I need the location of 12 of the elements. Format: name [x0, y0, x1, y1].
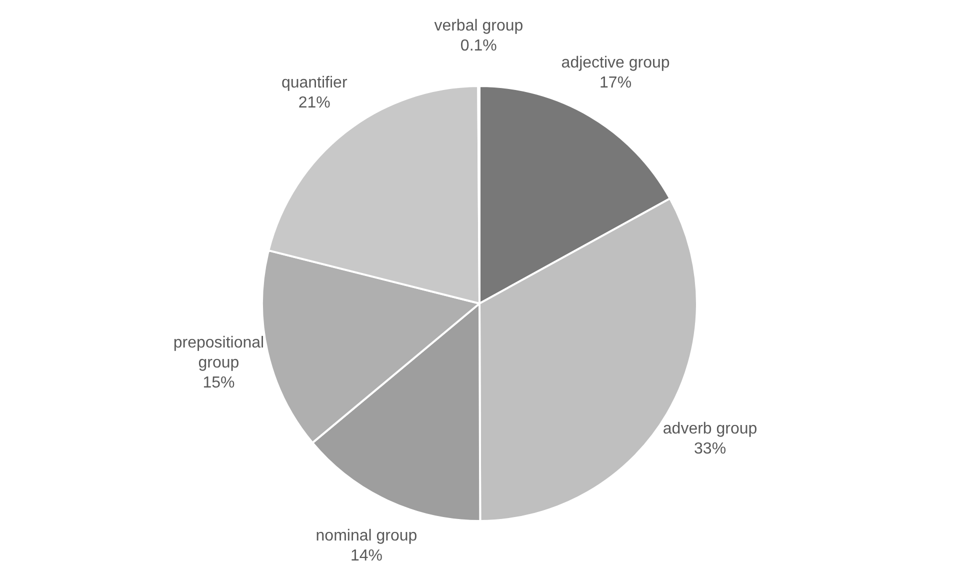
slice-label: verbal group — [434, 17, 524, 34]
slice-label: quantifier — [281, 74, 348, 92]
data-label: 17% — [600, 74, 632, 92]
data-label: 33% — [694, 440, 726, 458]
data-label: 21% — [298, 94, 330, 112]
slice-label: adjective group — [561, 54, 670, 72]
slice-label: nominal group — [316, 527, 418, 544]
data-label: 0.1% — [460, 37, 497, 54]
data-label: 15% — [202, 374, 235, 392]
slice-label: prepositional group — [173, 334, 264, 372]
data-label: 14% — [350, 547, 382, 564]
slice-label: adverb group — [662, 420, 758, 438]
